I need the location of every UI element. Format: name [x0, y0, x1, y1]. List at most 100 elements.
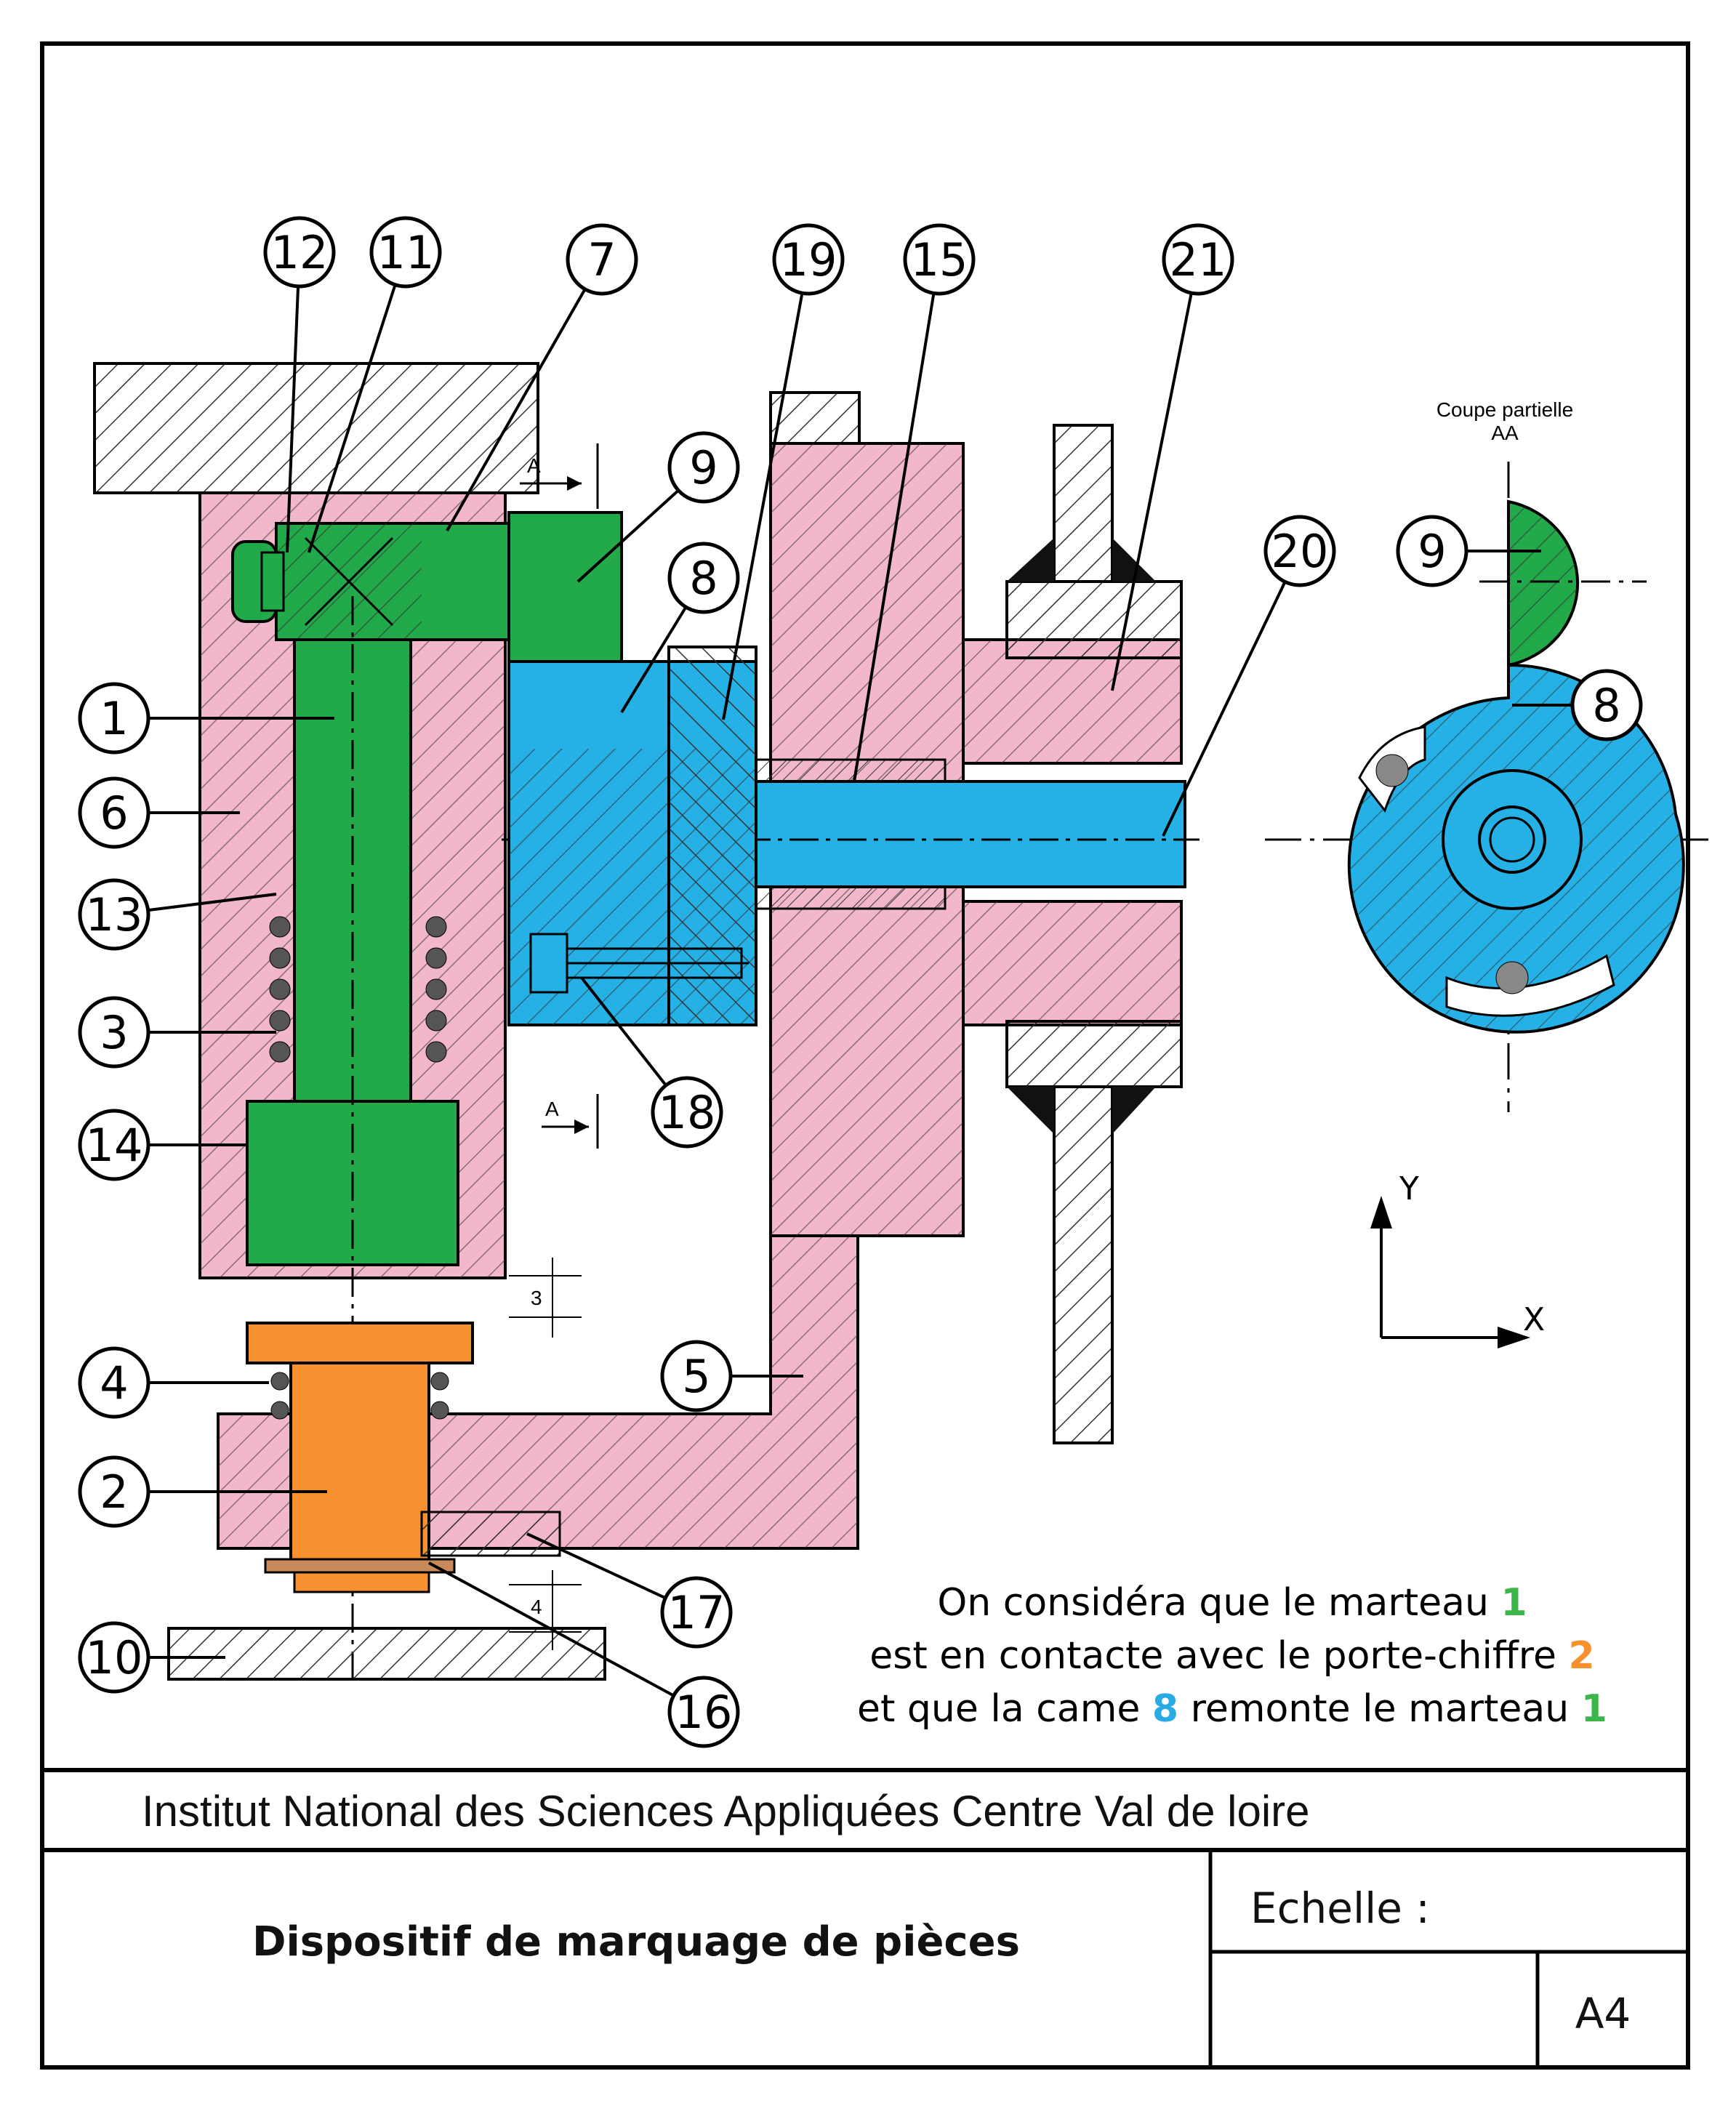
- section-callout-9: 9: [1418, 525, 1446, 578]
- callout-15: 15: [911, 233, 968, 286]
- callout-19-leader: [722, 259, 810, 720]
- callout-8: 8: [689, 552, 718, 605]
- note-line3-text-a: et que la came: [857, 1687, 1152, 1731]
- section-mark-a-top: A: [520, 443, 599, 509]
- svg-text:On considéra que le marteau 1: On considéra que le marteau 1: [937, 1581, 1527, 1625]
- callout-19: 19: [780, 233, 837, 286]
- svg-text:AA: AA: [1491, 422, 1519, 444]
- callout-11-circle: [369, 216, 442, 289]
- shaft-20: [502, 780, 1199, 888]
- screw-18: [566, 947, 743, 979]
- callout-1: 1: [100, 692, 128, 745]
- callout-20-leader: [1162, 550, 1301, 837]
- svg-text:et que la came 8 remonte le ma: et que la came 8 remonte le marteau 1: [857, 1687, 1607, 1731]
- callout-10: 10: [86, 1631, 143, 1684]
- note-line1-text: On considéra que le marteau: [937, 1581, 1500, 1625]
- dimension-4: 4: [509, 1570, 582, 1650]
- title-block: Institut National des Sciences Appliquée…: [42, 1768, 1688, 2067]
- callout-15-circle: [903, 223, 976, 296]
- callout-5: 5: [682, 1350, 710, 1403]
- callout-16-leader: [428, 1561, 704, 1713]
- note-line2-num: 2: [1569, 1634, 1595, 1678]
- spring-3: [269, 916, 447, 1063]
- callout-6: 6: [100, 787, 128, 840]
- callout-16-circle: [667, 1676, 740, 1748]
- callout-12-circle: [263, 216, 336, 289]
- bushing-15-lower: [755, 885, 947, 910]
- callout-1-circle: [78, 682, 150, 755]
- pin-17: [420, 1511, 561, 1557]
- svg-text:est en contacte avec le porte-: est en contacte avec le porte-chiffre 2: [869, 1634, 1594, 1678]
- callout-21-leader: [1111, 259, 1199, 691]
- drawing-frame: [40, 41, 1690, 2070]
- callout-10-circle: [78, 1621, 150, 1694]
- svg-text:A: A: [527, 454, 541, 477]
- note-line3-text-b: remonte le marteau: [1178, 1687, 1581, 1731]
- callout-7-circle: [566, 223, 638, 296]
- note-line3-num-a: 8: [1152, 1687, 1178, 1731]
- callout-4-circle: [78, 1346, 150, 1419]
- workpiece-10: [167, 1627, 606, 1681]
- callout-12: 12: [271, 226, 329, 279]
- callout-14: 14: [86, 1119, 143, 1172]
- callout-18: 18: [659, 1086, 716, 1139]
- callout-2: 2: [100, 1465, 128, 1519]
- callout-11-leader: [308, 252, 407, 553]
- callout-17: 17: [668, 1586, 726, 1639]
- svg-text:4: 4: [531, 1596, 542, 1618]
- cam-8-assembly: [507, 646, 758, 1026]
- callout-15-leader: [853, 259, 941, 782]
- callout-13: 13: [86, 888, 143, 941]
- callout-5-circle: [660, 1340, 733, 1412]
- callout-9-circle: [667, 431, 740, 504]
- crossbar-7: [275, 522, 510, 641]
- callout-7-leader: [446, 259, 603, 531]
- callout-19-circle: [772, 223, 845, 296]
- callout-13-circle: [78, 878, 150, 951]
- callout-21: 21: [1170, 233, 1227, 286]
- note-line1-num: 1: [1501, 1581, 1527, 1625]
- callout-17-circle: [660, 1576, 733, 1649]
- section-callout-8-circle: [1570, 669, 1643, 741]
- section-callout-9-circle: [1396, 515, 1468, 587]
- format-label: A4: [1575, 1989, 1631, 2038]
- axes-xy: Y X: [1370, 1170, 1545, 1348]
- callout-2-circle: [78, 1455, 150, 1528]
- callout-12-leader: [286, 252, 301, 553]
- svg-text:Y: Y: [1399, 1170, 1419, 1207]
- callout-3: 3: [100, 1006, 128, 1059]
- callout-20-circle: [1263, 515, 1336, 587]
- svg-text:Coupe partielle: Coupe partielle: [1436, 398, 1573, 421]
- callout-3-circle: [78, 996, 150, 1069]
- svg-text:3: 3: [531, 1287, 542, 1309]
- note: On considéra que le marteau 1 est en con…: [857, 1581, 1607, 1731]
- callout-11: 11: [377, 226, 435, 279]
- callout-16: 16: [675, 1686, 733, 1739]
- section-mark-a-bottom: A: [542, 1094, 599, 1149]
- svg-text:A: A: [545, 1098, 559, 1120]
- note-line3-num-b: 1: [1581, 1687, 1607, 1731]
- section-pin-9-hatch: [1508, 502, 1578, 665]
- drawing-title: Dispositif de marquage de pièces: [252, 1918, 1020, 1966]
- callout-8-circle: [667, 542, 740, 614]
- callout-7: 7: [587, 233, 616, 286]
- callout-4: 4: [100, 1356, 128, 1410]
- scale-label: Echelle :: [1250, 1883, 1430, 1933]
- bushing-15: [755, 758, 947, 783]
- hammer-1: [246, 596, 459, 1686]
- nut-12: [231, 540, 285, 623]
- spring-4: [270, 1372, 449, 1420]
- pin-9: [507, 511, 623, 663]
- callout-6-circle: [78, 776, 150, 849]
- right-support-plate: [1005, 424, 1183, 1444]
- section-view-aa: Coupe partielle AA: [1265, 398, 1708, 1112]
- note-line2-text: est en contacte avec le porte-chiffre: [869, 1634, 1568, 1678]
- callout-9: 9: [689, 441, 718, 494]
- callout-20: 20: [1271, 525, 1329, 578]
- callout-14-circle: [78, 1109, 150, 1181]
- dimension-3: 3: [509, 1258, 582, 1338]
- washer-16: [264, 1558, 456, 1574]
- svg-text:X: X: [1523, 1301, 1545, 1338]
